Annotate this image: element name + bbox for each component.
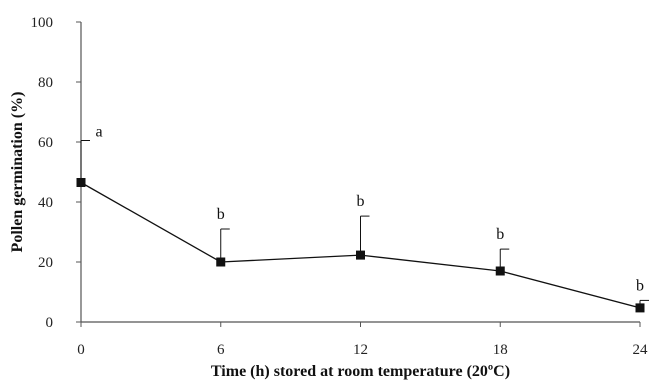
y-tick-label: 80: [38, 75, 53, 91]
data-point: [495, 266, 505, 276]
significance-label: a: [95, 124, 102, 141]
y-tick-label: 60: [38, 135, 53, 151]
significance-label: b: [496, 226, 504, 243]
y-axis: 0 20 40 60 80 100: [31, 15, 82, 331]
x-tick-label: 12: [353, 342, 368, 358]
x-tick-label: 18: [493, 342, 508, 358]
data-point: [356, 250, 365, 260]
y-axis-title: Pollen germination (%): [9, 92, 26, 253]
y-tick-label: 40: [38, 195, 53, 211]
y-tick-label: 0: [46, 315, 54, 331]
y-tick-label: 100: [31, 15, 54, 31]
plot-area: a b b b b: [76, 124, 649, 313]
data-point: [76, 178, 86, 187]
x-axis-title: Time (h) stored at room temperature (20º…: [211, 363, 510, 380]
x-axis: 0 6 12 18 24: [77, 321, 649, 358]
x-tick-label: 0: [77, 342, 85, 358]
significance-label: b: [357, 193, 365, 210]
x-tick-label: 24: [633, 342, 649, 358]
x-tick-label: 6: [217, 342, 225, 358]
data-point: [216, 257, 226, 267]
y-tick-label: 20: [38, 255, 53, 271]
significance-label: b: [636, 277, 644, 294]
data-point: [635, 303, 645, 313]
significance-label: b: [217, 206, 225, 223]
